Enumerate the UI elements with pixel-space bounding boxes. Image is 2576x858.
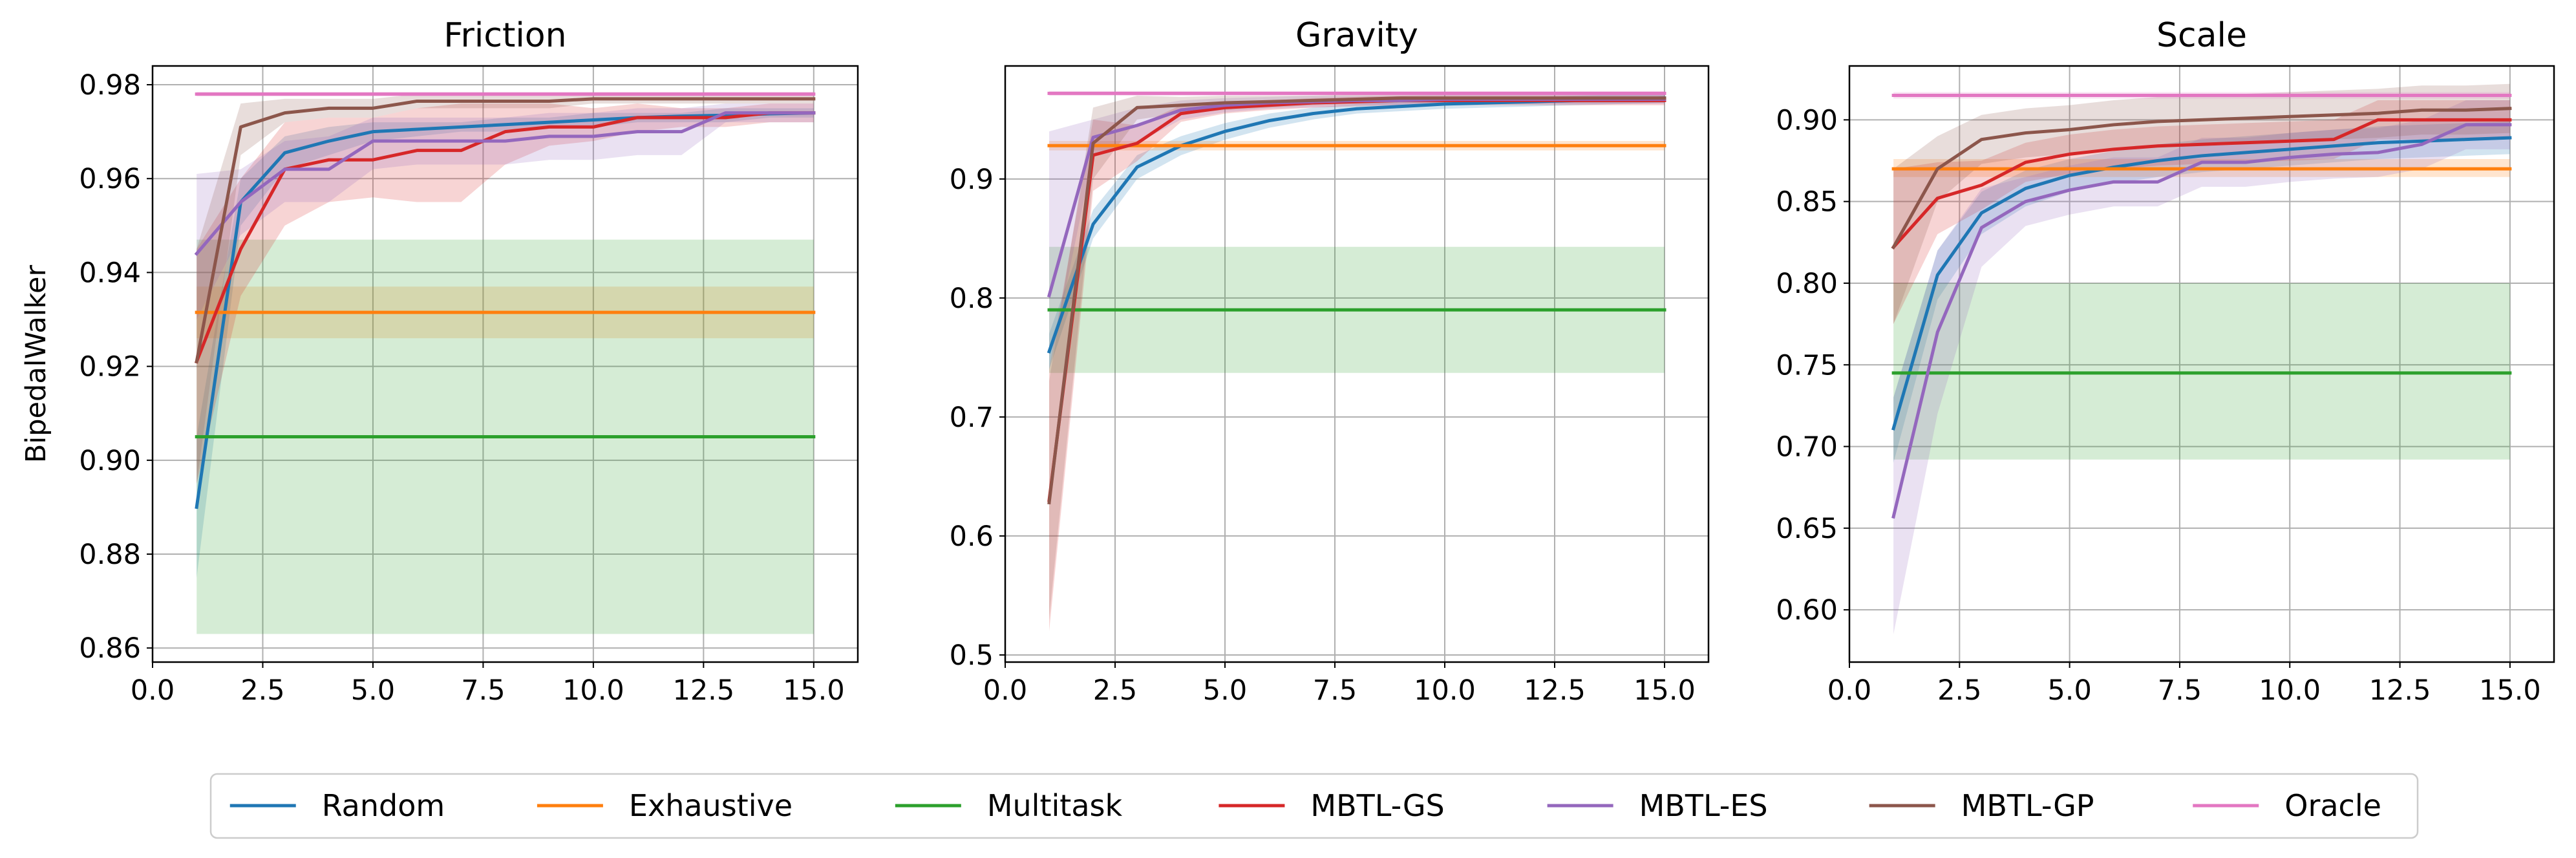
y-tick-label: 0.90 [1776, 104, 1838, 136]
y-tick-label: 0.86 [79, 632, 141, 665]
x-tick-label: 10.0 [1414, 674, 1476, 707]
y-tick-label: 0.80 [1776, 268, 1838, 300]
y-tick-label: 0.9 [950, 164, 994, 196]
band [1893, 283, 2510, 460]
series-line [1047, 96, 1666, 505]
axes-frame [1004, 65, 1710, 663]
legend-label: Exhaustive [629, 788, 793, 823]
x-tick-label: 15.0 [1634, 674, 1696, 707]
x-tick-label: 0.0 [1827, 674, 1871, 707]
x-tick-label: 15.0 [2479, 674, 2541, 707]
y-tick-label: 0.6 [950, 520, 994, 553]
x-tick-label: 5.0 [1203, 674, 1247, 707]
x-tick-label: 12.5 [672, 674, 734, 707]
y-tick-label: 0.98 [79, 69, 141, 102]
band [197, 103, 814, 320]
x-tick-label: 0.0 [983, 674, 1027, 707]
x-tick-label: 2.5 [1093, 674, 1137, 707]
x-tick-label: 5.0 [351, 674, 395, 707]
y-tick-label: 0.90 [79, 445, 141, 477]
y-tick-label: 0.5 [950, 639, 994, 672]
y-tick-label: 0.92 [79, 351, 141, 383]
y-tick-label: 0.85 [1776, 186, 1838, 219]
x-tick-label: 12.5 [2369, 674, 2431, 707]
axes-frame [1848, 65, 2555, 663]
legend-box [209, 773, 2419, 839]
legend-label: MBTL-ES [1639, 788, 1768, 823]
legend-label: MBTL-GP [1961, 788, 2094, 823]
y-tick-label: 0.88 [79, 539, 141, 571]
series-line [1891, 118, 2512, 250]
x-tick-label: 15.0 [783, 674, 845, 707]
y-tick-label: 0.60 [1776, 594, 1838, 627]
legend-label: Random [322, 788, 445, 823]
series-line [1891, 107, 2512, 250]
series-line [1891, 136, 2512, 431]
chart-title: Scale [2156, 16, 2247, 55]
y-tick-label: 0.65 [1776, 513, 1838, 545]
band [197, 94, 814, 484]
y-tick-label: 0.94 [79, 257, 141, 289]
y-tick-label: 0.70 [1776, 431, 1838, 464]
legend-label: Oracle [2284, 788, 2381, 823]
y-tick-label: 0.75 [1776, 349, 1838, 381]
axes-frame [151, 65, 859, 663]
chart-title: Gravity [1295, 16, 1418, 55]
x-tick-label: 2.5 [1937, 674, 1981, 707]
band [1893, 100, 2510, 635]
band [1049, 94, 1665, 370]
y-tick-label: 0.8 [950, 283, 994, 315]
x-tick-label: 0.0 [131, 674, 175, 707]
series-line [1891, 123, 2512, 519]
x-tick-label: 7.5 [1313, 674, 1357, 707]
x-tick-label: 2.5 [240, 674, 284, 707]
band [1893, 121, 2510, 463]
band [1893, 83, 2510, 325]
x-tick-label: 5.0 [2047, 674, 2091, 707]
band [1893, 100, 2510, 325]
series-line [195, 97, 816, 364]
x-tick-label: 12.5 [1524, 674, 1586, 707]
x-tick-label: 7.5 [461, 674, 505, 707]
y-tick-label: 0.7 [950, 402, 994, 434]
legend-label: MBTL-GS [1310, 788, 1444, 823]
x-tick-label: 10.0 [562, 674, 624, 707]
y-axis-label: BipedalWalker [20, 265, 52, 464]
series-line [195, 111, 816, 509]
chart-title: Friction [443, 16, 566, 55]
band [197, 103, 814, 484]
x-tick-label: 10.0 [2259, 674, 2321, 707]
y-tick-label: 0.96 [79, 163, 141, 195]
legend-label: Multitask [987, 788, 1123, 823]
x-tick-label: 7.5 [2158, 674, 2202, 707]
series-line [194, 111, 816, 256]
